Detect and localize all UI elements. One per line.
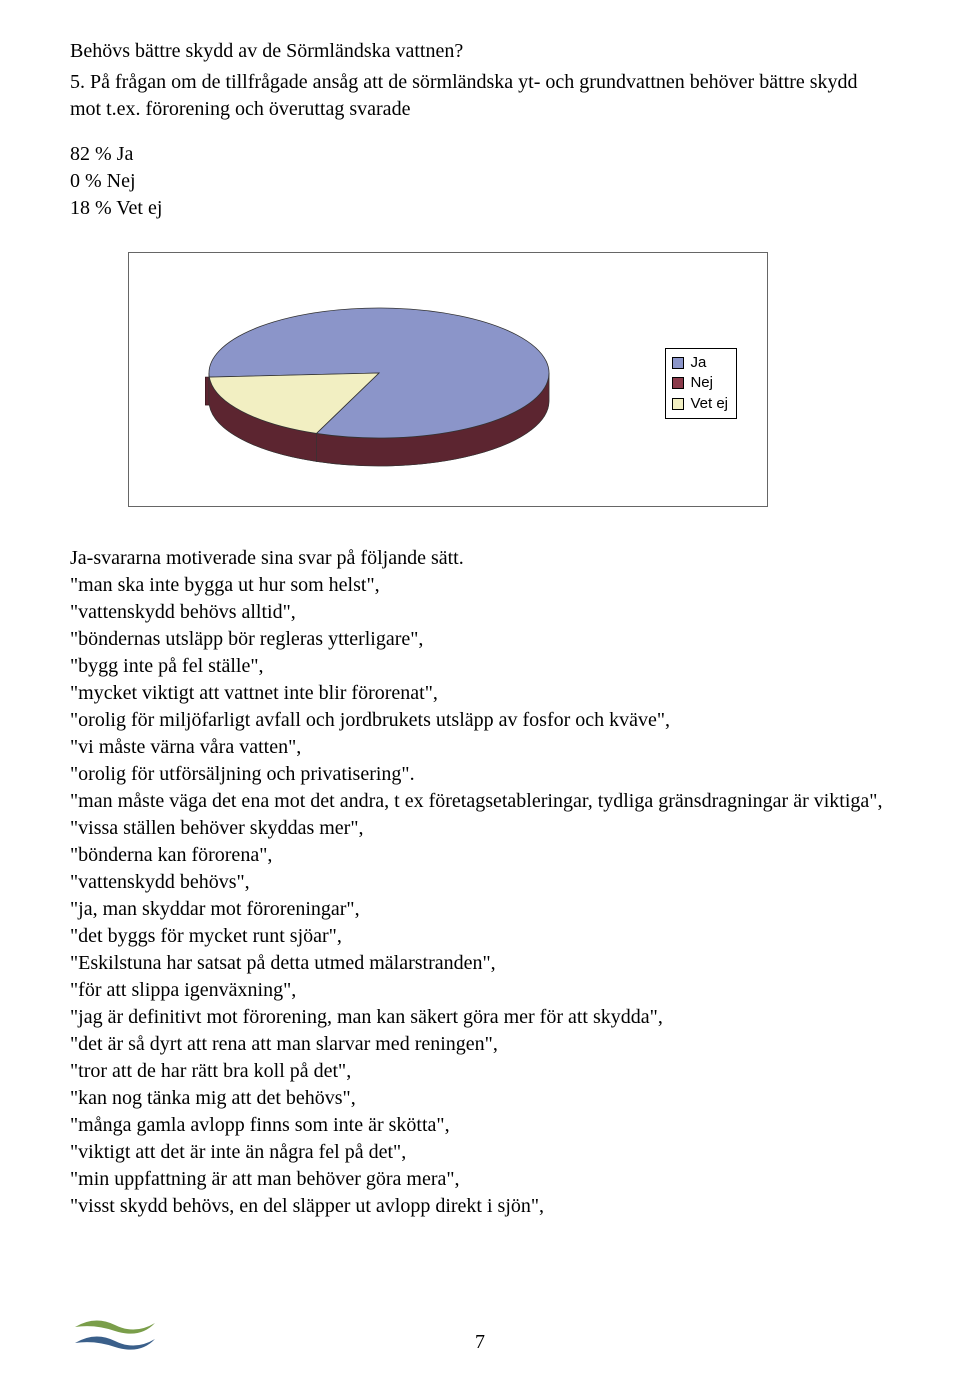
result-line: 0 % Nej: [70, 168, 890, 195]
result-line: 82 % Ja: [70, 141, 890, 168]
pie-chart: Ja Nej Vet ej: [128, 252, 768, 507]
quote-line: "bönderna kan förorena",: [70, 842, 890, 869]
quote-line: "viktigt att det är inte än några fel på…: [70, 1139, 890, 1166]
quote-line: "jag är definitivt mot förorening, man k…: [70, 1004, 890, 1031]
quote-line: "man ska inte bygga ut hur som helst",: [70, 572, 890, 599]
quote-line: "orolig för miljöfarligt avfall och jord…: [70, 707, 890, 734]
results-block: 82 % Ja 0 % Nej 18 % Vet ej: [70, 141, 890, 222]
quote-line: "vissa ställen behöver skyddas mer",: [70, 815, 890, 842]
quote-line: "bygg inte på fel ställe",: [70, 653, 890, 680]
quote-line: "kan nog tänka mig att det behövs",: [70, 1085, 890, 1112]
quote-line: "vattenskydd behövs alltid",: [70, 599, 890, 626]
legend-item: Nej: [672, 373, 728, 393]
legend-swatch: [672, 377, 684, 389]
legend-item: Ja: [672, 353, 728, 373]
legend-label: Vet ej: [690, 394, 728, 414]
quote-line: "min uppfattning är att man behöver göra…: [70, 1166, 890, 1193]
response-intro: Ja-svararna motiverade sina svar på följ…: [70, 547, 890, 570]
quote-line: "det byggs för mycket runt sjöar",: [70, 923, 890, 950]
quote-line: "böndernas utsläpp bör regleras ytterlig…: [70, 626, 890, 653]
quote-line: "många gamla avlopp finns som inte är sk…: [70, 1112, 890, 1139]
legend-swatch: [672, 398, 684, 410]
footer-logo: [70, 1313, 160, 1358]
legend-label: Ja: [690, 353, 706, 373]
legend-label: Nej: [690, 373, 713, 393]
quote-line: "tror att de har rätt bra koll på det",: [70, 1058, 890, 1085]
quote-line: "för att slippa igenväxning",: [70, 977, 890, 1004]
quote-line: "man måste väga det ena mot det andra, t…: [70, 788, 890, 815]
quote-line: "det är så dyrt att rena att man slarvar…: [70, 1031, 890, 1058]
quote-line: "Eskilstuna har satsat på detta utmed mä…: [70, 950, 890, 977]
legend-swatch: [672, 357, 684, 369]
quote-line: "visst skydd behövs, en del släpper ut a…: [70, 1193, 890, 1220]
quote-line: "orolig för utförsäljning och privatiser…: [70, 761, 890, 788]
quote-line: "mycket viktigt att vattnet inte blir fö…: [70, 680, 890, 707]
quote-line: "vattenskydd behövs",: [70, 869, 890, 896]
quote-line: "ja, man skyddar mot föroreningar",: [70, 896, 890, 923]
quote-line: "vi måste värna våra vatten",: [70, 734, 890, 761]
legend-item: Vet ej: [672, 394, 728, 414]
section-heading: Behövs bättre skydd av de Sörmländska va…: [70, 40, 890, 63]
question-text: 5. På frågan om de tillfrågade ansåg att…: [70, 69, 890, 123]
result-line: 18 % Vet ej: [70, 195, 890, 222]
wave-logo-icon: [70, 1313, 160, 1353]
chart-legend: Ja Nej Vet ej: [665, 348, 737, 419]
quotes-list: "man ska inte bygga ut hur som helst","v…: [70, 572, 890, 1220]
